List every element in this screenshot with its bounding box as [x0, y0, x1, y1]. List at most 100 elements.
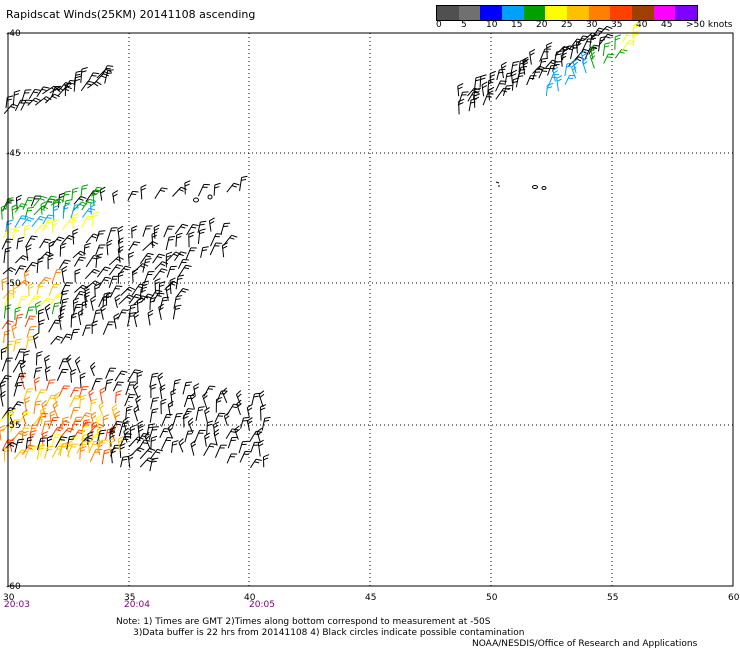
wind-barb [132, 243, 138, 246]
wind-barb [126, 405, 133, 409]
wind-barb [179, 441, 185, 446]
map-frame [7, 32, 734, 587]
wind-barb [63, 84, 69, 87]
wind-barb [149, 409, 153, 423]
wind-barb [106, 382, 112, 384]
wind-barb [112, 407, 118, 412]
wind-barb [33, 196, 43, 207]
wind-barb [24, 446, 30, 459]
wind-barb [118, 439, 124, 443]
wind-barb [109, 285, 117, 298]
wind-barb [467, 87, 475, 97]
wind-barb [80, 250, 86, 255]
wind-barb [16, 279, 25, 288]
wind-barb [14, 89, 21, 93]
wind-barb [236, 390, 242, 395]
x-tick-label: 45 [365, 593, 376, 603]
wind-barb [88, 388, 94, 393]
wind-barb [185, 264, 192, 267]
wind-barb [66, 443, 73, 457]
wind-barb [134, 241, 141, 244]
wind-barb [24, 399, 27, 412]
wind-barb [146, 295, 152, 299]
wind-barb [73, 77, 76, 92]
wind-barb [48, 240, 55, 245]
wind-barb [490, 74, 496, 77]
wind-barb [26, 326, 31, 338]
wind-barb [91, 365, 96, 370]
wind-barb [32, 99, 38, 103]
wind-barb [91, 320, 98, 324]
wind-barb [86, 412, 93, 415]
wind-barb [114, 316, 119, 320]
wind-barb [71, 189, 74, 201]
wind-barb [159, 281, 166, 285]
wind-barb [590, 44, 596, 49]
wind-barb [116, 285, 123, 287]
island [532, 185, 538, 189]
wind-barb [94, 283, 101, 287]
wind-barb [23, 389, 28, 401]
wind-barb [63, 262, 69, 265]
wind-barb [193, 383, 200, 387]
wind-barb [546, 45, 552, 49]
wind-barb [62, 419, 68, 423]
wind-barb [188, 417, 194, 423]
wind-barb [538, 68, 544, 79]
wind-barb [191, 395, 196, 400]
wind-barb [96, 440, 103, 452]
wind-barb [67, 357, 72, 363]
wind-barb [114, 298, 118, 309]
wind-barb [167, 404, 171, 417]
wind-barb [247, 403, 253, 409]
wind-barb [44, 446, 49, 459]
wind-barb [82, 208, 90, 218]
wind-barb [175, 304, 182, 307]
wind-barb [123, 267, 129, 271]
wind-barb [35, 304, 41, 308]
wind-barb [75, 78, 81, 82]
wind-barb [104, 380, 108, 391]
wind-barb [156, 295, 162, 297]
wind-barb [112, 193, 115, 204]
wind-barb [12, 207, 17, 211]
wind-barb [137, 436, 144, 440]
wind-barb [457, 86, 460, 97]
wind-barb [159, 270, 165, 274]
wind-barb [235, 394, 242, 406]
wind-barb [0, 424, 6, 429]
wind-barb [599, 33, 608, 45]
wind-barb [39, 445, 44, 458]
wind-barb [33, 379, 37, 392]
wind-barb [44, 238, 51, 241]
wind-barb [7, 197, 14, 200]
wind-barb [213, 421, 220, 426]
wind-barb [118, 237, 124, 242]
wind-barb [482, 93, 489, 106]
wind-barb [104, 266, 111, 270]
wind-barb [238, 441, 243, 454]
legend-swatch [610, 6, 633, 20]
wind-barb [566, 65, 572, 68]
wind-barb [134, 408, 139, 413]
wind-barb [263, 457, 269, 461]
wind-barb [45, 420, 52, 422]
wind-barb [71, 417, 77, 431]
wind-barb [209, 385, 216, 388]
wind-barb [224, 411, 230, 417]
wind-barb [127, 456, 131, 468]
wind-barb [149, 447, 156, 451]
wind-barb [209, 242, 217, 256]
wind-barb [98, 296, 104, 308]
wind-barb [120, 457, 124, 468]
wind-barb [145, 255, 151, 258]
wind-barb [7, 320, 14, 323]
wind-barbs [0, 22, 641, 472]
wind-barb [166, 254, 172, 258]
wind-barb [81, 70, 87, 73]
wind-barb [28, 216, 35, 220]
wind-barb [633, 33, 639, 36]
wind-barb [72, 250, 81, 259]
wind-barb [250, 458, 257, 469]
wind-barb [103, 417, 109, 421]
